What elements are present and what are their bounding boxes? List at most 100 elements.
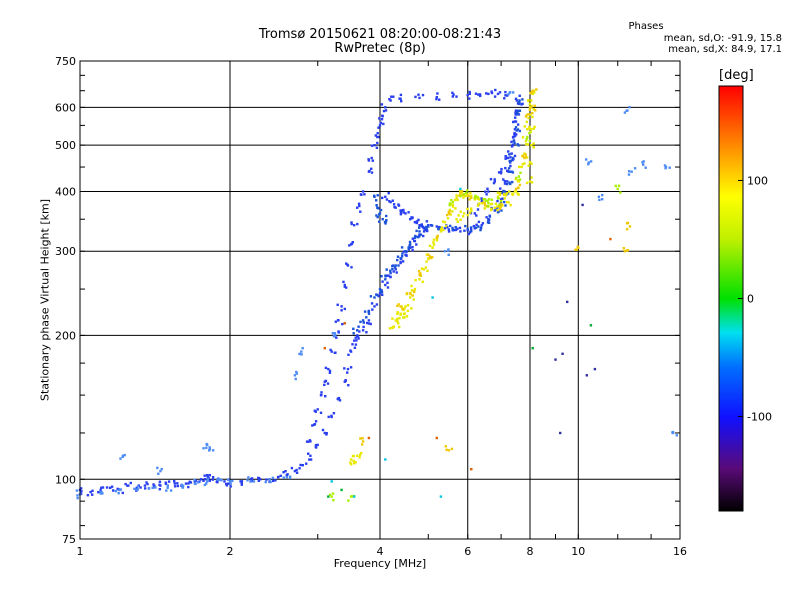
data-point (530, 106, 533, 109)
data-point (575, 248, 578, 251)
data-point (585, 374, 588, 377)
data-point (516, 113, 519, 116)
data-point (432, 243, 436, 246)
data-point (425, 260, 428, 263)
data-point (499, 191, 502, 195)
data-point (515, 133, 518, 136)
data-point (308, 458, 311, 461)
data-point (331, 492, 335, 495)
data-point (366, 321, 369, 325)
data-point (378, 117, 381, 120)
data-point (500, 209, 503, 212)
data-point (500, 167, 503, 171)
data-point (496, 205, 499, 208)
data-point (451, 91, 454, 94)
data-point (323, 431, 326, 435)
data-point (146, 482, 149, 486)
data-point (509, 203, 512, 207)
data-point (393, 205, 396, 209)
data-point (399, 261, 402, 265)
data-point (512, 139, 516, 143)
data-point (392, 95, 395, 98)
data-point (187, 485, 190, 489)
data-point (347, 353, 350, 356)
data-point (365, 331, 368, 334)
data-point (589, 160, 593, 163)
data-point (504, 94, 507, 97)
data-point (354, 336, 357, 339)
data-point (479, 226, 483, 229)
chart-title: Tromsø 20150621 08:20:00-08:21:43 (258, 27, 502, 42)
data-point (356, 329, 359, 332)
data-point (118, 488, 121, 492)
data-point (439, 495, 443, 498)
data-point (144, 487, 147, 490)
data-point (518, 94, 521, 97)
data-point (411, 246, 414, 249)
data-point (487, 202, 490, 205)
data-point (504, 157, 507, 160)
data-point (378, 287, 382, 291)
data-point (519, 171, 522, 174)
data-point (532, 89, 536, 92)
data-point (446, 249, 450, 252)
data-point (406, 309, 410, 313)
data-point (298, 352, 301, 356)
data-point (371, 308, 374, 311)
data-point (421, 93, 425, 97)
data-point (247, 476, 250, 479)
data-point (427, 225, 430, 228)
data-point (358, 204, 361, 208)
data-point (376, 215, 379, 219)
data-point (508, 181, 511, 184)
data-point (356, 335, 360, 338)
data-point (445, 448, 448, 451)
data-point (458, 189, 462, 192)
data-point (388, 98, 391, 101)
data-point (533, 104, 536, 107)
data-point (397, 264, 400, 267)
data-point (352, 459, 355, 463)
data-point (459, 230, 462, 233)
data-point (160, 467, 163, 471)
data-point (462, 212, 466, 215)
data-point (206, 474, 209, 477)
data-point (404, 305, 407, 308)
data-point (405, 315, 409, 318)
data-point (446, 213, 449, 217)
data-point (264, 480, 267, 484)
data-point (401, 307, 404, 311)
data-point (112, 489, 115, 492)
data-point (521, 154, 524, 157)
data-point (350, 266, 353, 269)
data-point (240, 480, 244, 483)
data-point (89, 490, 92, 494)
data-point (319, 393, 323, 397)
data-point (483, 202, 486, 205)
data-point (617, 184, 621, 187)
data-point (208, 448, 211, 451)
data-point (91, 493, 94, 496)
data-point (338, 399, 342, 402)
data-point (505, 182, 509, 186)
data-point (353, 224, 356, 227)
data-point (513, 133, 516, 136)
data-point (530, 144, 533, 147)
data-point (473, 227, 476, 230)
data-point (316, 443, 319, 447)
data-point (534, 109, 537, 112)
data-point (226, 482, 230, 485)
data-point (509, 156, 512, 159)
data-point (506, 200, 509, 204)
data-point (616, 187, 619, 191)
data-point (501, 197, 504, 200)
data-point (151, 486, 154, 489)
data-point (413, 287, 417, 291)
data-point (436, 92, 439, 95)
data-point (349, 366, 353, 369)
data-point (476, 196, 480, 199)
data-point (525, 113, 529, 117)
data-point (499, 172, 503, 175)
data-point (507, 167, 511, 170)
y-tick-label: 75 (62, 533, 76, 546)
